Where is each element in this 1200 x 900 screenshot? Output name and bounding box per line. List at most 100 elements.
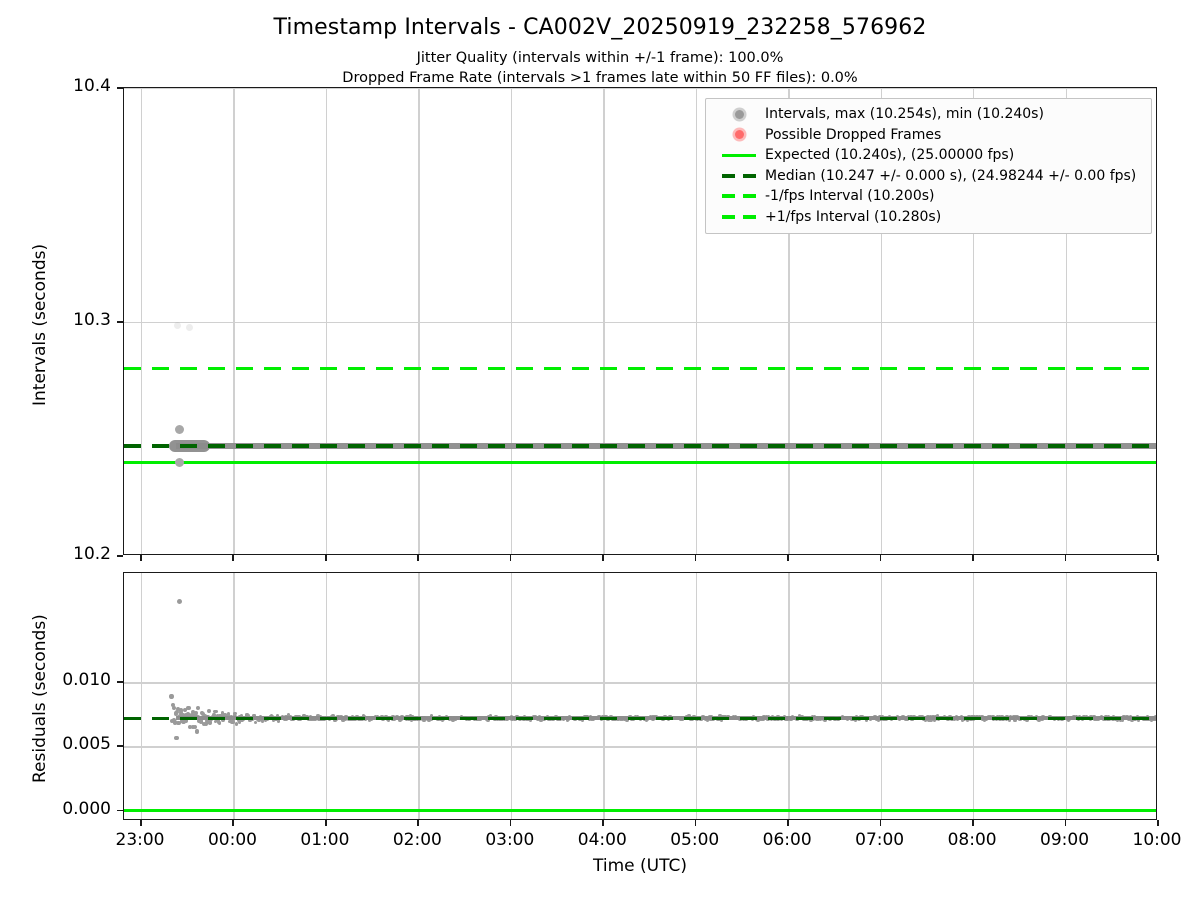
residual-point <box>228 720 232 724</box>
residual-point <box>180 712 185 718</box>
legend-label: +1/fps Interval (10.280s) <box>765 208 942 225</box>
legend-label: Median (10.247 +/- 0.000 s), (24.98244 +… <box>765 167 1137 184</box>
y-tick-mark <box>117 809 123 812</box>
y-gridline <box>124 322 1156 324</box>
intervals-y-axis-title: Intervals (seconds) <box>30 243 50 406</box>
legend-item: Median (10.247 +/- 0.000 s), (24.98244 +… <box>713 166 1144 187</box>
x-gridline <box>1065 573 1067 819</box>
x-tick-mark <box>879 555 882 561</box>
y-tick-label: 0.000 <box>62 798 111 819</box>
chart-subtitle-dropped: Dropped Frame Rate (intervals >1 frames … <box>342 70 858 86</box>
x-gridline <box>233 88 235 554</box>
x-tick-mark <box>324 555 327 561</box>
legend-line-icon <box>722 153 756 157</box>
x-gridline <box>973 573 975 819</box>
reference-line-median <box>124 716 1156 721</box>
residual-point <box>193 713 198 718</box>
residual-point <box>201 721 207 726</box>
x-gridline <box>325 573 328 819</box>
x-gridline <box>141 573 143 819</box>
data-point <box>185 324 193 332</box>
interval-outlier-point <box>175 457 185 467</box>
residual-point <box>195 705 200 710</box>
residual-point <box>191 710 196 715</box>
residual-point <box>422 718 426 723</box>
x-tick-mark <box>509 555 512 561</box>
residual-point <box>214 709 218 714</box>
x-tick-mark <box>1157 555 1159 561</box>
residual-point <box>206 720 211 725</box>
x-tick-label: 08:00 <box>947 830 997 850</box>
x-tick-label: 23:00 <box>115 830 165 850</box>
residual-point <box>213 719 217 723</box>
x-tick-mark <box>787 555 789 561</box>
residual-point <box>215 713 220 718</box>
residual-point <box>248 718 253 723</box>
reference-line-expected <box>124 460 1156 464</box>
y-tick-mark <box>117 87 123 89</box>
legend-label: Intervals, max (10.254s), min (10.240s) <box>765 106 1044 122</box>
reference-line-1-fps-interval <box>124 554 1156 555</box>
residual-point <box>276 719 281 723</box>
x-tick-mark <box>1064 555 1067 561</box>
x-gridline <box>788 88 790 554</box>
residual-point <box>178 708 183 713</box>
x-tick-label: 10:00 <box>1132 830 1182 850</box>
x-tick-mark <box>232 820 235 826</box>
residual-point <box>171 706 176 711</box>
y-tick-label: 0.005 <box>62 734 111 755</box>
x-tick-mark <box>417 555 419 561</box>
y-tick-label: 10.3 <box>73 310 111 330</box>
x-tick-mark <box>694 555 697 561</box>
residual-point <box>172 720 178 725</box>
residual-point <box>1156 716 1157 719</box>
residual-point <box>194 711 199 716</box>
legend-item: Expected (10.240s), (25.00000 fps) <box>713 145 1144 166</box>
legend-dash-icon <box>722 194 756 199</box>
x-gridline <box>880 573 883 819</box>
residual-point <box>170 718 175 723</box>
legend-label: Expected (10.240s), (25.00000 fps) <box>765 147 1015 163</box>
x-tick-mark <box>509 820 512 826</box>
x-gridline <box>418 88 420 554</box>
reference-line-median <box>124 444 1156 448</box>
residual-point <box>217 721 222 725</box>
residual-outlier-point <box>177 598 183 604</box>
x-tick-mark <box>972 820 974 826</box>
residual-point <box>170 702 175 707</box>
y-tick-mark <box>117 745 123 748</box>
chart-legend: Intervals, max (10.254s), min (10.240s) P… <box>705 98 1152 234</box>
residual-point <box>237 720 241 725</box>
x-tick-label: 01:00 <box>300 830 350 850</box>
x-tick-mark <box>602 555 604 561</box>
legend-key-line <box>713 153 765 157</box>
residual-point <box>233 712 237 716</box>
residual-point <box>239 713 243 718</box>
residual-point <box>225 714 229 718</box>
y-tick-label: 10.4 <box>73 76 111 96</box>
x-tick-mark <box>879 820 882 826</box>
chart-title: Timestamp Intervals - CA002V_20250919_23… <box>273 15 927 40</box>
residual-point <box>212 713 216 717</box>
x-gridline <box>510 88 513 554</box>
x-tick-label: 09:00 <box>1040 830 1090 850</box>
residual-point <box>286 713 291 717</box>
residual-point <box>208 720 213 725</box>
legend-item: +1/fps Interval (10.280s) <box>713 207 1144 228</box>
y-tick-label: 10.2 <box>73 544 111 564</box>
x-gridline <box>788 573 790 819</box>
residual-point <box>199 719 204 724</box>
residual-point <box>194 729 199 734</box>
residuals-y-axis-title: Residuals (seconds) <box>30 614 50 783</box>
x-tick-mark <box>140 820 142 826</box>
legend-key-dot <box>713 130 765 140</box>
residual-point <box>186 705 191 710</box>
legend-key-dash <box>713 214 765 219</box>
residual-point <box>175 706 180 712</box>
y-tick-mark <box>117 321 123 323</box>
y-tick-mark <box>117 681 123 683</box>
residual-point <box>187 724 192 729</box>
residual-point <box>174 735 179 740</box>
y-gridline <box>124 682 1156 684</box>
